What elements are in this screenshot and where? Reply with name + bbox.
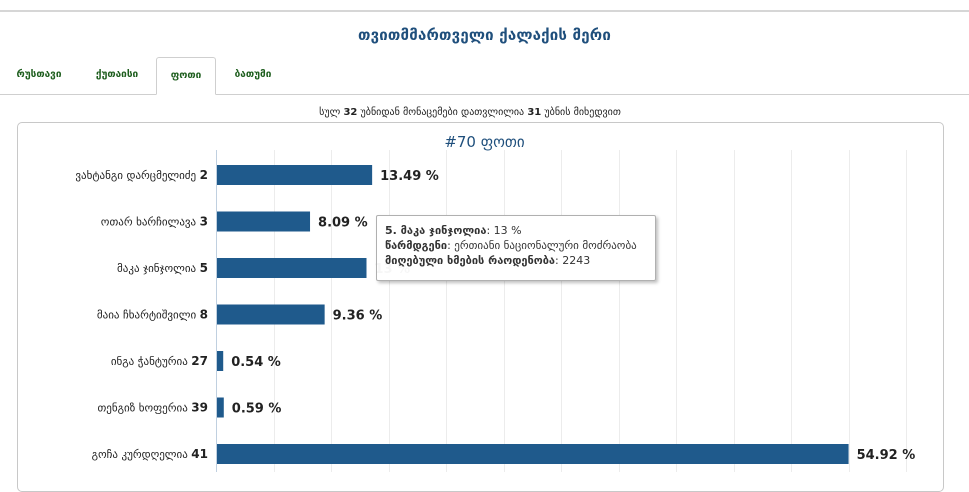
tooltip-party-row: წარმდგენი: ერთიანი ნაციონალური მოძრაობა bbox=[385, 238, 647, 253]
tab-poti[interactable]: ფოთი bbox=[156, 57, 216, 95]
category-number: 8 bbox=[200, 308, 208, 322]
data-label: 0.59 % bbox=[232, 402, 282, 417]
category-label: ინგა ჭანტურია 27 bbox=[111, 354, 208, 368]
summary-text-2: უბნიდან მონაცემები დათვლილია bbox=[357, 107, 528, 118]
data-label: 9.36 % bbox=[333, 309, 383, 324]
bar bbox=[217, 258, 367, 278]
tooltip-party-value: : ერთიანი ნაციონალური მოძრაობა bbox=[447, 239, 637, 252]
page-title: თვითმმართველი ქალაქის მერი bbox=[357, 26, 611, 44]
tab-rustavi[interactable]: რუსთავი bbox=[16, 69, 62, 80]
category-label: მაკა ჯინჯოლია 5 bbox=[117, 261, 208, 275]
category-label: გოჩა კურდღელია 41 bbox=[92, 447, 208, 461]
category-name: ვახტანგი დარცმელიძე bbox=[75, 169, 199, 182]
category-label: ოთარ ხარჩილავა 3 bbox=[101, 215, 208, 229]
summary-text-3: უბნის მიხედვით bbox=[541, 107, 621, 118]
data-label: 13.49 % bbox=[380, 169, 439, 184]
city-tabs: რუსთავი ქუთაისი ფოთი ბათუმი bbox=[0, 57, 969, 95]
chart-title: #70 ფოთი bbox=[444, 133, 525, 151]
counting-summary: სულ 32 უბნიდან მონაცემები დათვლილია 31 უ… bbox=[0, 107, 940, 118]
tooltip-party-label: წარმდგენი bbox=[385, 239, 448, 252]
category-name: მაია ჩხარტიშვილი bbox=[97, 309, 200, 322]
tooltip-votes-label: მიღებული ხმების რაოდენობა bbox=[385, 254, 556, 267]
tooltip-votes-value: : 2243 bbox=[555, 254, 591, 267]
category-name: ოთარ ხარჩილავა bbox=[101, 216, 200, 229]
bar bbox=[217, 397, 224, 418]
tooltip-title-value: : 13 % bbox=[486, 224, 522, 237]
summary-counted: 31 bbox=[527, 107, 542, 118]
bar bbox=[217, 444, 849, 464]
category-name: თენგიზ ხოფერია bbox=[97, 402, 191, 415]
summary-text-1: სულ bbox=[319, 107, 344, 118]
tooltip-title: 5. მაკა ჯინჯოლია bbox=[385, 224, 487, 237]
category-number: 3 bbox=[200, 215, 208, 229]
category-number: 2 bbox=[200, 168, 208, 182]
category-name: ინგა ჭანტურია bbox=[111, 355, 191, 368]
category-label: მაია ჩხარტიშვილი 8 bbox=[97, 308, 208, 322]
tooltip-votes-row: მიღებული ხმების რაოდენობა: 2243 bbox=[385, 253, 647, 268]
bar-chart: ვახტანგი დარცმელიძე 2 13.49 % ოთარ ხარჩილა… bbox=[75, 150, 916, 472]
tooltip-title-row: 5. მაკა ჯინჯოლია: 13 % bbox=[385, 223, 647, 238]
bar-tooltip: 5. მაკა ჯინჯოლია: 13 % წარმდგენი: ერთიან… bbox=[376, 215, 656, 281]
tab-kutaisi[interactable]: ქუთაისი bbox=[95, 69, 139, 80]
top-divider bbox=[0, 10, 969, 12]
category-label: თენგიზ ხოფერია 39 bbox=[97, 401, 208, 415]
category-name: მაკა ჯინჯოლია bbox=[117, 262, 200, 275]
bar bbox=[217, 304, 325, 325]
tab-batumi[interactable]: ბათუმი bbox=[234, 69, 272, 80]
bar bbox=[217, 351, 224, 371]
summary-total: 32 bbox=[343, 107, 358, 118]
bar bbox=[217, 211, 311, 232]
category-label: ვახტანგი დარცმელიძე 2 bbox=[75, 168, 208, 182]
data-label: 54.92 % bbox=[857, 448, 916, 463]
data-label: 0.54 % bbox=[231, 355, 281, 370]
category-number: 27 bbox=[191, 354, 208, 368]
bar bbox=[217, 165, 373, 185]
category-number: 39 bbox=[191, 401, 208, 415]
category-name: გოჩა კურდღელია bbox=[92, 448, 192, 461]
category-number: 41 bbox=[191, 447, 208, 461]
data-label: 8.09 % bbox=[318, 216, 368, 231]
category-number: 5 bbox=[200, 261, 208, 275]
